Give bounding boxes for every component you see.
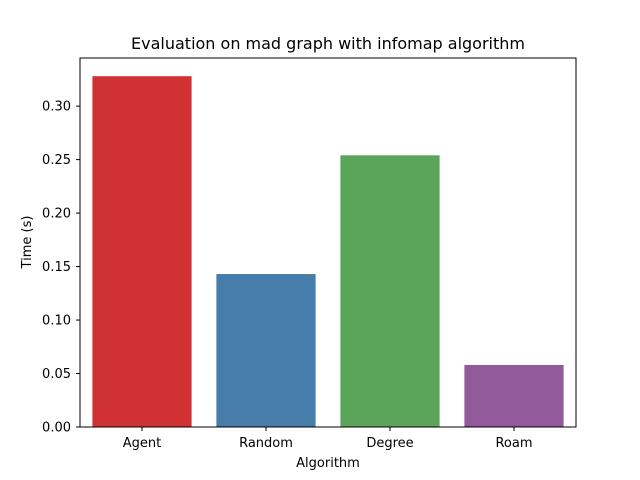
y-axis-label: Time (s): [20, 216, 35, 270]
plot-frame: [79, 57, 577, 428]
y-tick-label: 0.10: [42, 314, 71, 329]
x-tick-label: Degree: [366, 436, 413, 451]
y-tick-label: 0.05: [42, 367, 71, 382]
y-tick-label: 0.25: [42, 153, 71, 168]
x-tick-label: Roam: [495, 436, 532, 451]
y-axis: 0.00 0.05 0.10 0.15 0.20 0.25 0.30: [42, 100, 80, 436]
y-tick-label: 0.15: [42, 260, 71, 275]
y-tick-label: 0.20: [42, 207, 71, 222]
x-axis-label: Algorithm: [296, 456, 360, 471]
bar-roam: [464, 364, 564, 427]
bar-degree: [340, 155, 440, 427]
x-tick-label: Random: [239, 436, 293, 451]
chart-title: Evaluation on mad graph with infomap alg…: [131, 34, 525, 53]
bar-random: [216, 274, 316, 427]
x-axis: Agent Random Degree Roam: [123, 427, 533, 451]
x-tick-label: Agent: [123, 436, 161, 451]
y-tick-label: 0.30: [42, 100, 71, 115]
y-tick-label: 0.00: [42, 421, 71, 436]
bars-group: [92, 76, 564, 427]
bar-agent: [92, 76, 192, 427]
